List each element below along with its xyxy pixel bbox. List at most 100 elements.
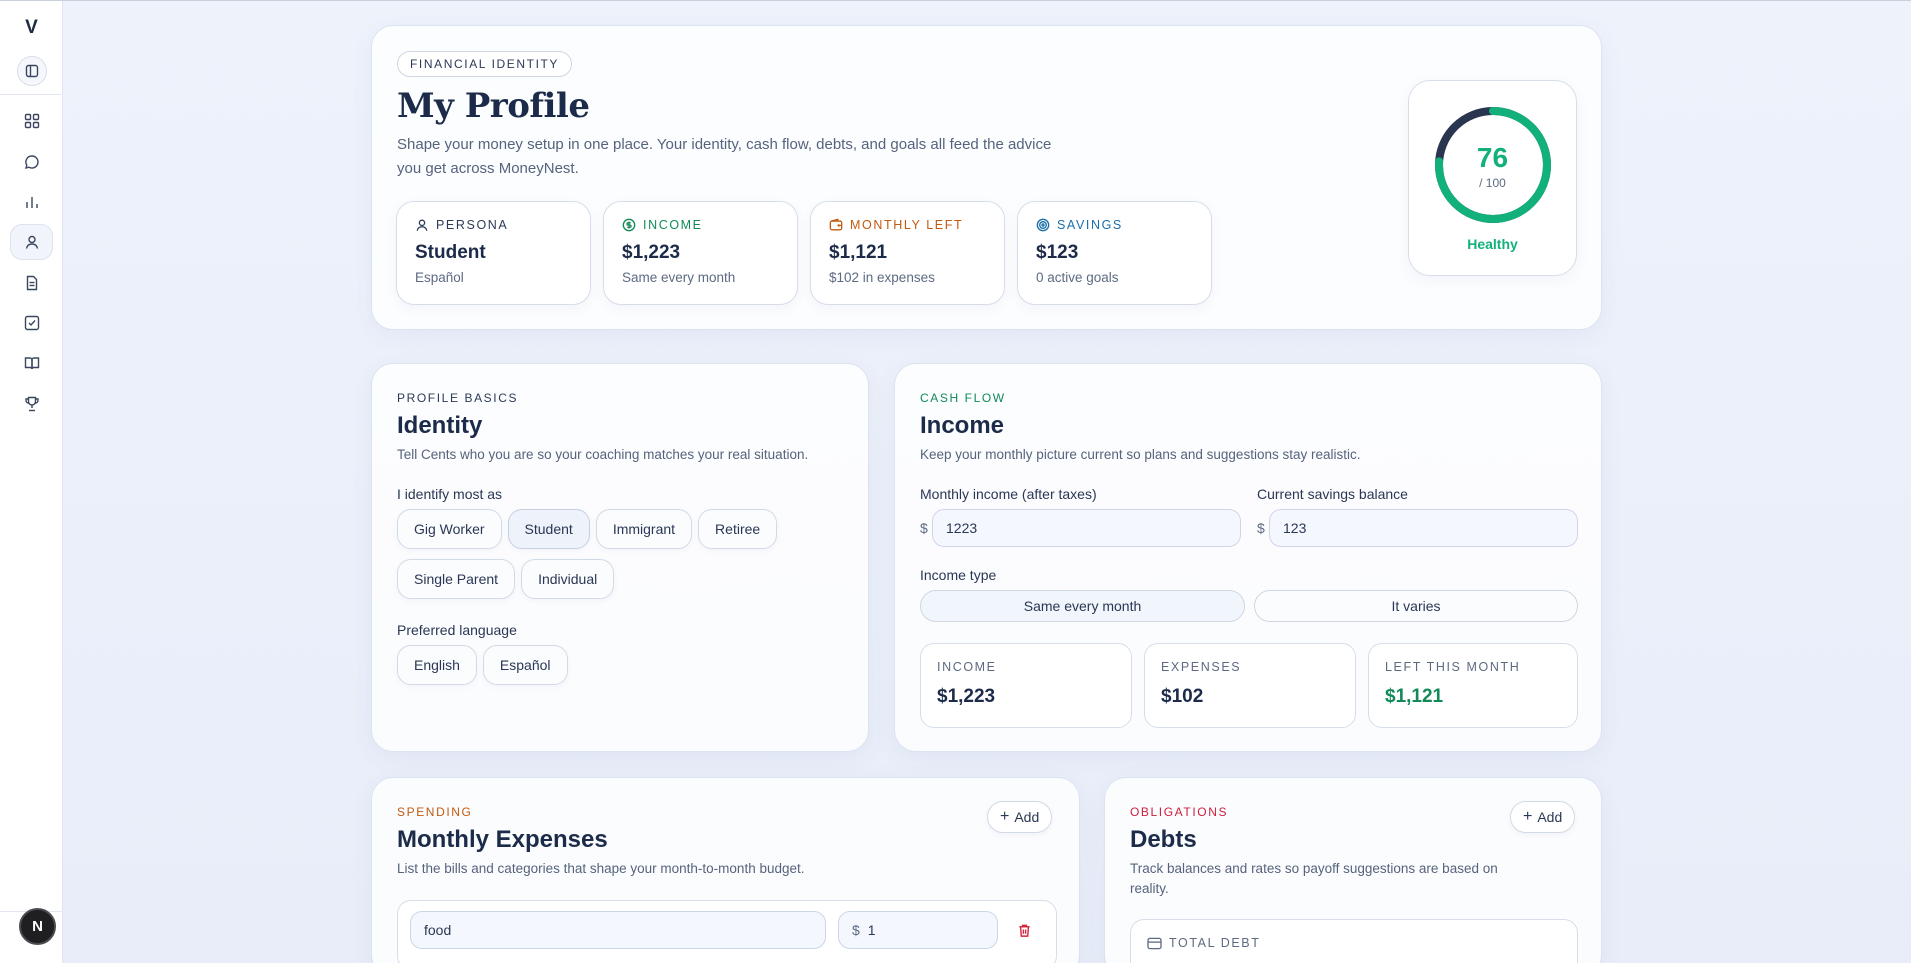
income-type-label: Income type (920, 567, 997, 583)
section-description: Track balances and rates so payoff sugge… (1130, 861, 1498, 896)
app-logo[interactable]: V (25, 17, 38, 38)
currency-symbol: $ (920, 520, 928, 536)
persona-chip-immigrant[interactable]: Immigrant (595, 509, 693, 549)
plus-icon: + (1000, 808, 1010, 825)
section-description: Tell Cents who you are so your coaching … (397, 447, 809, 462)
summary-value: $1,223 (937, 686, 996, 707)
target-icon (1036, 218, 1050, 232)
score-status: Healthy (1467, 236, 1518, 252)
stat-card-persona[interactable]: PERSONA Student Español (396, 201, 591, 305)
sidebar-item-tasks[interactable] (10, 305, 53, 341)
expense-row: food $ 1 (397, 900, 1057, 963)
score-max: / 100 (1479, 176, 1506, 190)
user-icon (416, 219, 428, 231)
wallet-icon (829, 218, 843, 231)
credit-card-icon (1147, 937, 1162, 949)
summary-label: INCOME (937, 660, 997, 674)
identity-card: PROFILE BASICS Identity Tell Cents who y… (371, 363, 869, 752)
avatar[interactable]: N (19, 908, 56, 945)
persona-label: I identify most as (397, 486, 503, 502)
summary-label: LEFT THIS MONTH (1385, 660, 1521, 674)
currency-symbol: $ (1257, 520, 1265, 536)
stat-card-savings[interactable]: SAVINGS $123 0 active goals (1017, 201, 1212, 305)
language-label: Preferred language (397, 622, 517, 638)
sidebar: V N (0, 1, 63, 963)
input-value: 1 (867, 922, 876, 938)
section-eyebrow: OBLIGATIONS (1130, 805, 1229, 819)
persona-chip-retiree[interactable]: Retiree (698, 509, 778, 549)
score-value: 76 (1476, 142, 1509, 173)
delete-expense-button[interactable] (1012, 918, 1036, 942)
stat-subtext: Español (415, 270, 464, 285)
stat-value: Student (415, 242, 486, 263)
health-score-widget[interactable]: 76 / 100 Healthy (1408, 80, 1577, 276)
input-value: 1223 (946, 520, 978, 536)
sidebar-divider (0, 94, 63, 95)
stat-subtext: Same every month (622, 270, 736, 285)
monthly-income-label: Monthly income (after taxes) (920, 486, 1097, 502)
persona-chip-single-parent[interactable]: Single Parent (397, 559, 516, 599)
income-card: CASH FLOW Income Keep your monthly pictu… (894, 363, 1602, 752)
total-debt-tile: TOTAL DEBT (1130, 919, 1578, 963)
stat-label: SAVINGS (1057, 218, 1123, 232)
trash-icon (1018, 924, 1030, 937)
section-title: Monthly Expenses (397, 826, 608, 853)
persona-chip-gig-worker[interactable]: Gig Worker (397, 509, 502, 549)
section-description: List the bills and categories that shape… (397, 861, 805, 876)
income-type-fixed-option[interactable]: Same every month (920, 590, 1245, 622)
persona-chip-student[interactable]: Student (507, 509, 590, 549)
sidebar-item-learn[interactable] (10, 345, 53, 381)
dollar-circle-icon (622, 218, 636, 232)
summary-income-tile: INCOME $1,223 (920, 643, 1132, 728)
input-value: 123 (1283, 520, 1307, 536)
input-value: food (424, 922, 452, 938)
bar-chart-icon (25, 197, 38, 208)
income-type-varies-option[interactable]: It varies (1254, 590, 1578, 622)
summary-expenses-tile: EXPENSES $102 (1144, 643, 1356, 728)
sidebar-item-profile[interactable] (10, 224, 53, 260)
chat-bubble-icon (24, 155, 39, 169)
score-ring (1435, 107, 1551, 223)
section-title: Income (920, 412, 1005, 439)
monthly-income-input[interactable]: 1223 (932, 509, 1241, 547)
grid-icon (24, 113, 39, 129)
add-button-label: Add (1014, 809, 1040, 825)
currency-symbol: $ (852, 922, 860, 938)
section-title: Identity (397, 412, 483, 439)
sidebar-item-insights[interactable] (10, 184, 53, 220)
expense-amount-input[interactable]: $ 1 (838, 911, 998, 949)
sidebar-item-achievements[interactable] (10, 386, 53, 422)
savings-balance-input[interactable]: 123 (1269, 509, 1578, 547)
sidebar-item-documents[interactable] (10, 265, 53, 301)
savings-balance-label: Current savings balance (1257, 486, 1408, 502)
sidebar-item-chat[interactable] (10, 144, 53, 180)
stat-card-income[interactable]: INCOME $1,223 Same every month (603, 201, 798, 305)
persona-chip-individual[interactable]: Individual (521, 559, 615, 599)
stat-card-monthly-left[interactable]: MONTHLY LEFT $1,121 $102 in expenses (810, 201, 1005, 305)
expenses-card: SPENDING Monthly Expenses List the bills… (371, 777, 1080, 963)
stat-value: $1,121 (829, 242, 888, 263)
section-badge: FINANCIAL IDENTITY (397, 51, 573, 77)
section-eyebrow: PROFILE BASICS (397, 391, 519, 405)
checkbox-icon (24, 315, 39, 331)
add-button-label: Add (1537, 809, 1563, 825)
profile-header-card: FINANCIAL IDENTITY My Profile Shape your… (371, 25, 1602, 330)
section-eyebrow: SPENDING (397, 805, 473, 819)
summary-value: $1,121 (1385, 686, 1444, 707)
stat-value: $1,223 (622, 242, 681, 263)
stat-label: INCOME (643, 218, 703, 232)
language-chip-espanol[interactable]: Español (482, 645, 568, 685)
trophy-icon (24, 396, 39, 412)
section-title: Debts (1130, 826, 1197, 853)
book-icon (24, 357, 39, 370)
debts-card: OBLIGATIONS Debts Track balances and rat… (1104, 777, 1602, 963)
expense-name-input[interactable]: food (410, 911, 826, 949)
sidebar-item-dashboard[interactable] (10, 103, 53, 139)
stat-label: MONTHLY LEFT (850, 218, 964, 232)
language-chip-english[interactable]: English (397, 645, 477, 685)
add-expense-button[interactable]: + Add (987, 801, 1053, 833)
sidebar-toggle-button[interactable] (17, 56, 47, 86)
summary-value: $102 (1161, 686, 1204, 707)
add-debt-button[interactable]: + Add (1510, 801, 1576, 833)
stat-label: PERSONA (436, 218, 509, 232)
